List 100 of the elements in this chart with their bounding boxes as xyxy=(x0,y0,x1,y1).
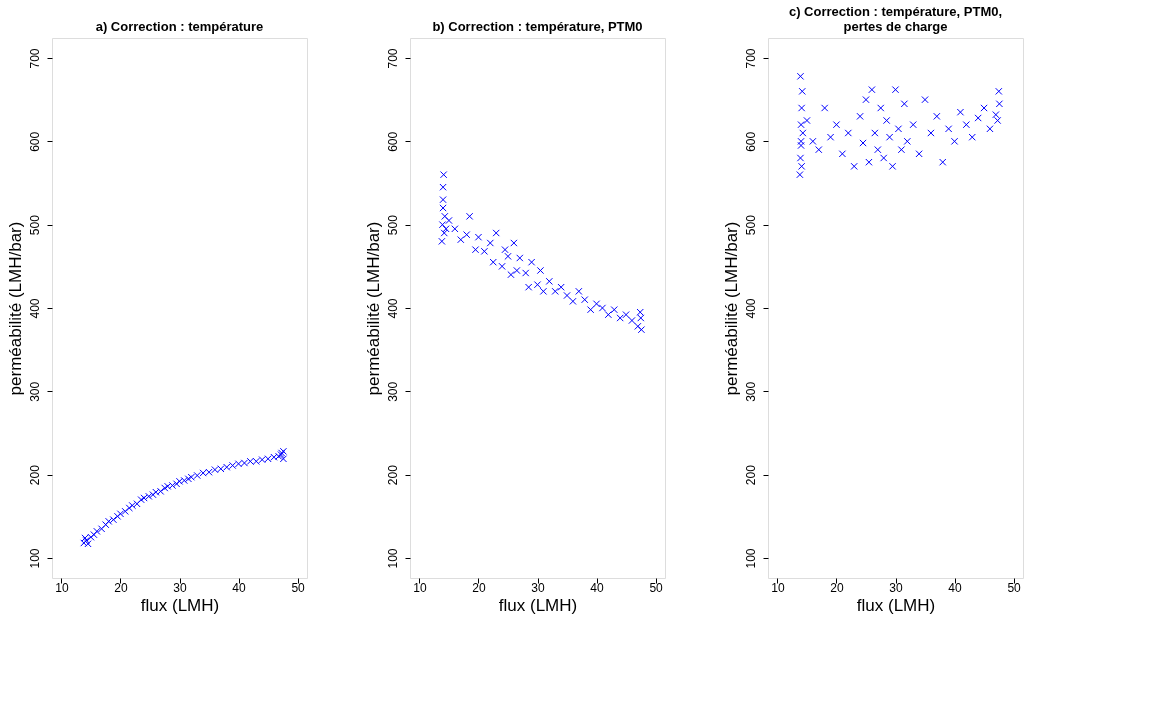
point xyxy=(240,459,249,467)
point xyxy=(628,316,636,325)
y-tick-label: 500 xyxy=(27,214,42,236)
x-tick-label: 20 xyxy=(472,580,486,595)
x-tick-label: 40 xyxy=(232,580,247,595)
point xyxy=(145,492,153,500)
point xyxy=(184,475,193,483)
point xyxy=(474,233,483,241)
point xyxy=(581,296,589,304)
point xyxy=(622,311,630,319)
point xyxy=(900,100,909,108)
x-tick-label: 50 xyxy=(649,580,664,595)
point xyxy=(223,463,231,471)
point xyxy=(486,239,494,247)
point xyxy=(489,258,497,266)
y-tick-label: 300 xyxy=(27,381,42,402)
x-tick-label: 40 xyxy=(948,580,963,595)
point xyxy=(610,306,618,314)
point xyxy=(258,456,266,464)
x-tick-label: 20 xyxy=(114,580,128,595)
point xyxy=(921,96,929,104)
point xyxy=(956,108,965,116)
chart-title: a) Correction : température xyxy=(95,19,264,34)
point xyxy=(498,262,506,270)
point xyxy=(797,104,806,112)
point xyxy=(604,311,612,319)
point xyxy=(451,225,459,233)
point xyxy=(821,104,829,112)
x-axis-title: flux (LMH) xyxy=(856,595,936,615)
y-tick-label: 100 xyxy=(743,548,758,569)
point xyxy=(974,114,982,122)
point xyxy=(439,183,447,191)
point xyxy=(880,154,888,162)
point xyxy=(211,466,219,474)
y-tick-label: 700 xyxy=(27,48,42,69)
point xyxy=(217,465,225,473)
point xyxy=(868,86,876,94)
point xyxy=(480,247,489,255)
point xyxy=(527,258,536,266)
point xyxy=(492,229,500,237)
point xyxy=(850,162,858,170)
point xyxy=(228,461,237,470)
x-tick-label: 10 xyxy=(771,580,785,595)
y-tick-label: 300 xyxy=(743,381,758,402)
point xyxy=(888,162,897,170)
point xyxy=(616,314,624,322)
point xyxy=(193,471,201,480)
point xyxy=(187,473,195,481)
point xyxy=(927,129,935,137)
point xyxy=(116,510,125,518)
point xyxy=(264,455,272,463)
point xyxy=(545,277,553,285)
y-tick-label: 400 xyxy=(27,298,42,319)
point xyxy=(882,116,891,125)
point xyxy=(524,283,533,291)
point xyxy=(513,266,521,275)
point xyxy=(205,468,213,476)
point xyxy=(533,281,542,289)
point xyxy=(592,300,601,308)
point xyxy=(113,512,122,520)
point xyxy=(121,507,129,515)
chart-title: c) Correction : température, PTM0, pertes de charge xyxy=(788,4,1003,34)
point xyxy=(915,150,923,158)
point xyxy=(442,225,450,233)
point xyxy=(637,326,646,334)
point xyxy=(168,481,177,490)
point xyxy=(465,212,474,220)
point xyxy=(438,237,446,245)
point xyxy=(252,457,260,465)
point xyxy=(270,453,278,461)
point xyxy=(897,146,906,154)
y-tick-label: 100 xyxy=(385,548,400,569)
point xyxy=(234,460,243,468)
point xyxy=(903,137,911,145)
point xyxy=(137,496,145,504)
point xyxy=(569,297,577,305)
x-tick-label: 30 xyxy=(531,580,545,595)
point xyxy=(516,254,524,262)
x-tick-label: 10 xyxy=(55,580,69,595)
point xyxy=(797,141,805,150)
point xyxy=(939,158,947,166)
point xyxy=(844,129,852,137)
point xyxy=(909,121,917,129)
point xyxy=(439,171,448,179)
y-tick-label: 400 xyxy=(385,298,400,319)
point xyxy=(598,304,607,312)
point xyxy=(995,100,1004,108)
point xyxy=(140,494,148,502)
point xyxy=(471,246,480,254)
point xyxy=(871,129,879,137)
point xyxy=(803,116,811,125)
point xyxy=(586,306,595,314)
point xyxy=(865,158,873,166)
point xyxy=(995,87,1003,95)
point xyxy=(962,121,970,129)
chart-title: b) Correction : température, PTM0 xyxy=(432,19,643,34)
point xyxy=(507,271,515,279)
x-tick-label: 40 xyxy=(590,580,605,595)
x-tick-label: 50 xyxy=(291,580,306,595)
point xyxy=(986,125,994,133)
